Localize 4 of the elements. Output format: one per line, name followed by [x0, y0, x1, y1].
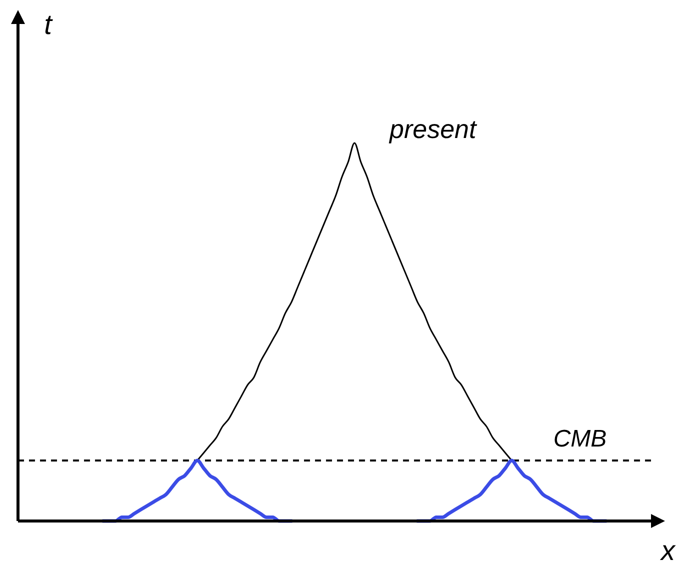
ref-line-label: CMB	[553, 426, 607, 453]
x-axis-title: x	[659, 535, 676, 566]
y-axis-title: t	[44, 9, 54, 40]
annotation: present	[388, 114, 478, 144]
